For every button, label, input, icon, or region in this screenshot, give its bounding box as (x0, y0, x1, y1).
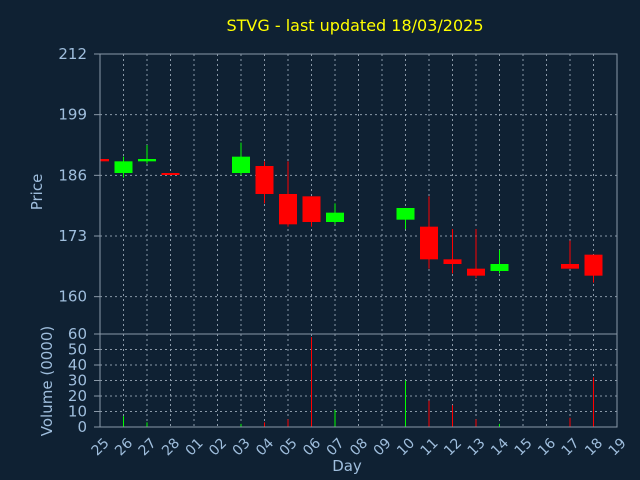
candle (467, 229, 485, 278)
candle-body (161, 173, 180, 175)
price-tick-label: 186 (58, 166, 87, 184)
candle-body (302, 196, 321, 222)
price-axis-label: Price (28, 174, 46, 211)
price-tick-label: 160 (58, 288, 87, 306)
price-tick-label: 173 (58, 227, 87, 245)
candle-body (232, 156, 250, 173)
volume-tick-label: 60 (68, 325, 87, 343)
volume-tick-label: 50 (68, 341, 87, 359)
x-tick-label: 15 (512, 435, 536, 459)
volume-tick-label: 40 (68, 356, 87, 374)
x-tick-label: 08 (347, 435, 371, 459)
candle (279, 161, 297, 227)
volume-axis-label: Volume (0000) (38, 326, 56, 436)
x-tick-label: 04 (253, 435, 277, 459)
x-tick-label: 27 (136, 435, 160, 459)
candle-body (255, 166, 274, 194)
tick-labels: 25 26 27 28 01 02 03 04 05 06 07 08 09 10 11 12 13 14 15 16… (58, 45, 629, 459)
volume-tick-label: 20 (68, 387, 87, 405)
candle (490, 250, 509, 274)
candles (99, 142, 603, 283)
candle-body (561, 264, 579, 269)
volume-tick-label: 30 (68, 372, 87, 390)
candle-body (467, 268, 485, 276)
candle-body (443, 259, 462, 264)
x-axis-label: Day (332, 457, 362, 475)
candle-body (420, 226, 438, 260)
x-tick-label: 28 (159, 435, 183, 459)
candle (255, 161, 274, 204)
candle (161, 173, 180, 176)
candle (326, 203, 344, 225)
candle-body (100, 159, 109, 162)
candle-body (326, 212, 344, 222)
volume-tick-label: 10 (68, 403, 87, 421)
chart-title: STVG - last updated 18/03/2025 (227, 16, 484, 35)
candle (114, 156, 133, 178)
price-tick-label: 212 (58, 45, 87, 63)
x-tick-label: 18 (582, 435, 606, 459)
x-tick-label: 12 (441, 435, 465, 459)
x-tick-label: 10 (394, 435, 418, 459)
candle (584, 254, 603, 283)
x-tick-label: 09 (371, 435, 395, 459)
candle-body (490, 264, 509, 271)
candle (561, 240, 579, 269)
candle (99, 159, 109, 162)
candle-body (114, 161, 133, 173)
candle-body (138, 159, 156, 162)
x-tick-label: 01 (183, 435, 207, 459)
candle-body (279, 194, 297, 225)
x-tick-label: 14 (488, 435, 512, 459)
volume-bars (123, 337, 594, 427)
x-tick-label: 19 (606, 435, 630, 459)
x-tick-label: 07 (324, 435, 348, 459)
volume-tick-label: 0 (77, 418, 87, 436)
x-tick-label: 11 (418, 435, 442, 459)
x-tick-label: 25 (89, 435, 113, 459)
price-tick-label: 199 (58, 106, 87, 124)
candle (443, 229, 462, 274)
candle-body (584, 254, 603, 276)
candle (138, 145, 156, 164)
x-tick-label: 06 (300, 435, 324, 459)
x-tick-label: 17 (559, 435, 583, 459)
x-tick-label: 26 (112, 435, 136, 459)
x-tick-label: 02 (206, 435, 230, 459)
grid (100, 54, 617, 427)
candle (420, 196, 438, 269)
candle (232, 142, 250, 176)
x-tick-label: 16 (535, 435, 559, 459)
candle (302, 196, 321, 227)
x-tick-label: 03 (230, 435, 254, 459)
candle (396, 208, 415, 229)
x-tick-label: 05 (277, 435, 301, 459)
candle-body (396, 208, 415, 220)
x-tick-label: 13 (465, 435, 489, 459)
